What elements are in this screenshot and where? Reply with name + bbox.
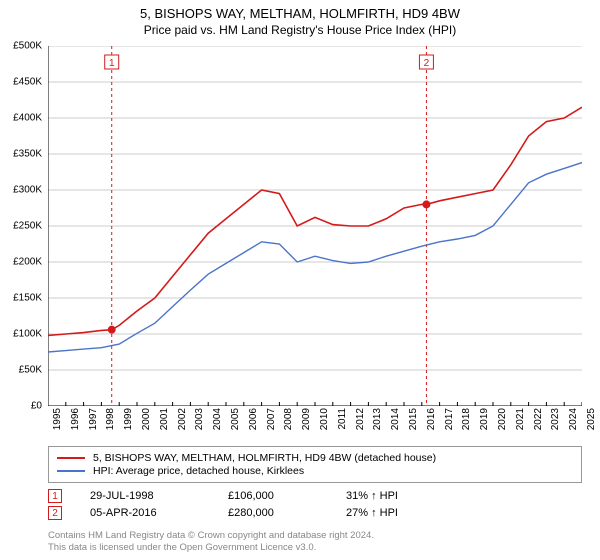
y-tick-label: £250K: [0, 221, 42, 232]
x-tick-label: 2018: [461, 408, 472, 430]
sale-row-1: 1 29-JUL-1998 £106,000 31% ↑ HPI: [48, 489, 582, 503]
x-tick-label: 2006: [248, 408, 259, 430]
y-tick-label: £100K: [0, 329, 42, 340]
sale-date-1: 29-JUL-1998: [90, 490, 200, 502]
y-tick-label: £450K: [0, 77, 42, 88]
x-tick-label: 2000: [141, 408, 152, 430]
x-tick-label: 1998: [105, 408, 116, 430]
y-tick-label: £50K: [0, 365, 42, 376]
x-tick-label: 2011: [337, 408, 348, 430]
sale-price-1: £106,000: [228, 490, 318, 502]
sale-price-2: £280,000: [228, 507, 318, 519]
sale-row-2: 2 05-APR-2016 £280,000 27% ↑ HPI: [48, 506, 582, 520]
title-line-2: Price paid vs. HM Land Registry's House …: [0, 23, 600, 37]
x-tick-label: 2005: [230, 408, 241, 430]
svg-text:1: 1: [109, 58, 115, 69]
legend-label-2: HPI: Average price, detached house, Kirk…: [93, 465, 304, 477]
x-tick-label: 2002: [177, 408, 188, 430]
x-tick-label: 2017: [444, 408, 455, 430]
y-tick-label: £350K: [0, 149, 42, 160]
sale-date-2: 05-APR-2016: [90, 507, 200, 519]
x-tick-label: 2003: [194, 408, 205, 430]
chart-container: 5, BISHOPS WAY, MELTHAM, HOLMFIRTH, HD9 …: [0, 0, 600, 560]
x-tick-label: 2012: [355, 408, 366, 430]
title-line-1: 5, BISHOPS WAY, MELTHAM, HOLMFIRTH, HD9 …: [0, 6, 600, 21]
x-tick-label: 1999: [123, 408, 134, 430]
sale-marker-1-n: 1: [52, 491, 58, 502]
legend-row-1: 5, BISHOPS WAY, MELTHAM, HOLMFIRTH, HD9 …: [57, 452, 573, 464]
x-tick-label: 2008: [283, 408, 294, 430]
y-tick-label: £500K: [0, 41, 42, 52]
legend-box: 5, BISHOPS WAY, MELTHAM, HOLMFIRTH, HD9 …: [48, 446, 582, 483]
sales-block: 1 29-JUL-1998 £106,000 31% ↑ HPI 2 05-AP…: [48, 486, 582, 523]
y-tick-label: £200K: [0, 257, 42, 268]
x-tick-label: 2014: [390, 408, 401, 430]
footer-line-2: This data is licensed under the Open Gov…: [48, 542, 582, 554]
x-tick-label: 1995: [52, 408, 63, 430]
x-tick-label: 1997: [88, 408, 99, 430]
x-tick-label: 2004: [212, 408, 223, 430]
sale-marker-1: 1: [48, 489, 62, 503]
x-tick-label: 2019: [479, 408, 490, 430]
y-tick-label: £150K: [0, 293, 42, 304]
x-tick-label: 2023: [550, 408, 561, 430]
sale-marker-2-n: 2: [52, 508, 58, 519]
x-tick-label: 2016: [426, 408, 437, 430]
legend-row-2: HPI: Average price, detached house, Kirk…: [57, 465, 573, 477]
x-tick-label: 2024: [568, 408, 579, 430]
legend-swatch-2: [57, 470, 85, 472]
x-tick-label: 2025: [586, 408, 597, 430]
x-tick-label: 2015: [408, 408, 419, 430]
x-tick-label: 2022: [533, 408, 544, 430]
y-tick-label: £300K: [0, 185, 42, 196]
x-tick-label: 2013: [372, 408, 383, 430]
svg-text:2: 2: [424, 58, 430, 69]
x-tick-label: 2009: [301, 408, 312, 430]
x-tick-label: 2010: [319, 408, 330, 430]
footer: Contains HM Land Registry data © Crown c…: [48, 530, 582, 554]
sale-hpi-2: 27% ↑ HPI: [346, 507, 446, 519]
legend-swatch-1: [57, 457, 85, 459]
x-tick-label: 2021: [515, 408, 526, 430]
x-tick-label: 2020: [497, 408, 508, 430]
title-block: 5, BISHOPS WAY, MELTHAM, HOLMFIRTH, HD9 …: [0, 0, 600, 37]
footer-line-1: Contains HM Land Registry data © Crown c…: [48, 530, 582, 542]
plot-svg: 12: [48, 46, 582, 406]
sale-hpi-1: 31% ↑ HPI: [346, 490, 446, 502]
x-tick-label: 2001: [159, 408, 170, 430]
x-tick-label: 1996: [70, 408, 81, 430]
x-tick-label: 2007: [266, 408, 277, 430]
y-tick-label: £400K: [0, 113, 42, 124]
sale-marker-2: 2: [48, 506, 62, 520]
legend-label-1: 5, BISHOPS WAY, MELTHAM, HOLMFIRTH, HD9 …: [93, 452, 436, 464]
y-tick-label: £0: [0, 401, 42, 412]
chart-area: 12 £0£50K£100K£150K£200K£250K£300K£350K£…: [48, 46, 582, 406]
